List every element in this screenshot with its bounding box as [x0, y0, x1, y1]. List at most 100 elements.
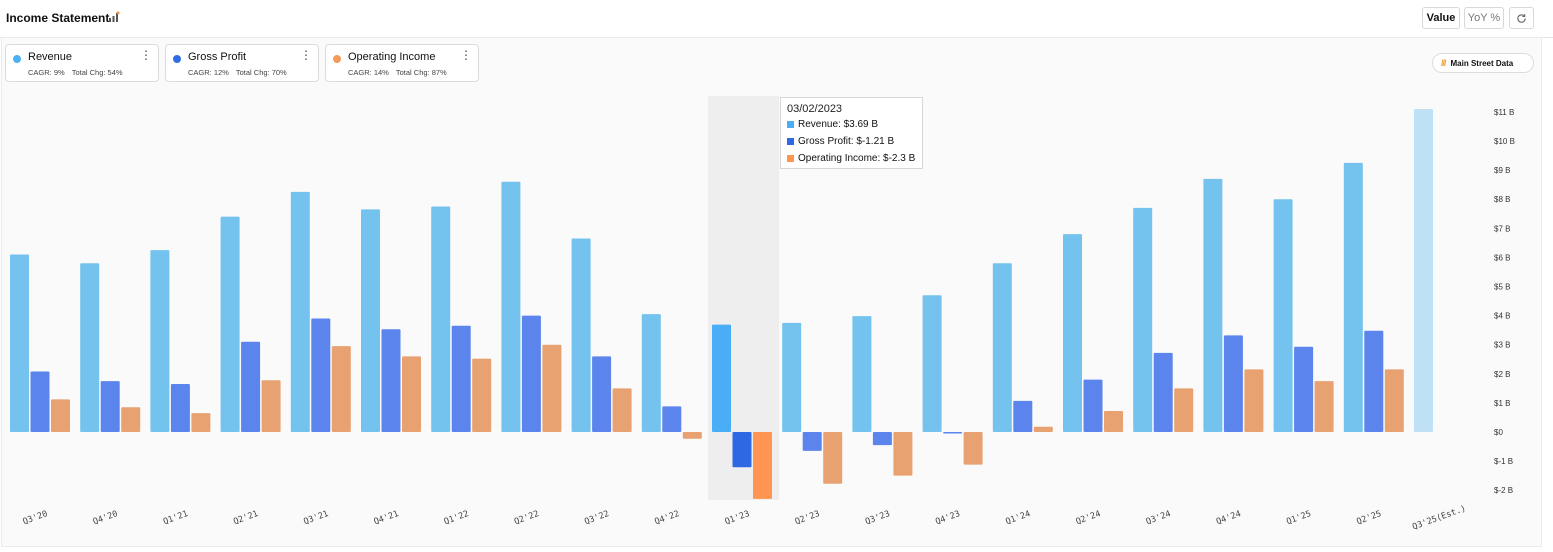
- x-tick-label: Q3'24: [1145, 509, 1172, 527]
- main-street-data-badge[interactable]: /// Main Street Data: [1432, 53, 1534, 73]
- legend-card-gross-profit[interactable]: Gross Profit CAGR: 12% Total Chg: 70% ⋮: [165, 44, 319, 82]
- bar-operating-income[interactable]: [893, 432, 913, 476]
- value-toggle-button[interactable]: Value: [1422, 7, 1460, 29]
- bar-gross-profit[interactable]: [802, 432, 822, 451]
- x-tick-label: Q1'25: [1285, 509, 1312, 527]
- y-tick-label: $1 B: [1494, 399, 1510, 408]
- bar-gross-profit[interactable]: [381, 329, 401, 432]
- chart-settings-icon[interactable]: [108, 11, 120, 23]
- bar-revenue[interactable]: [641, 314, 661, 432]
- x-tick-label: Q4'24: [1215, 509, 1242, 527]
- more-options-icon[interactable]: ⋮: [460, 48, 472, 62]
- bar-operating-income[interactable]: [1244, 369, 1264, 432]
- bar-revenue[interactable]: [782, 322, 802, 432]
- tooltip-row-revenue: Revenue: $3.69 B: [787, 119, 878, 130]
- more-options-icon[interactable]: ⋮: [300, 48, 312, 62]
- legend-card-revenue[interactable]: Revenue CAGR: 9% Total Chg: 54% ⋮: [5, 44, 159, 82]
- bar-operating-income[interactable]: [1104, 411, 1123, 432]
- bar-revenue[interactable]: [922, 295, 942, 432]
- y-tick-label: $8 B: [1494, 195, 1510, 204]
- bar-revenue[interactable]: [1273, 199, 1293, 432]
- bar-operating-income[interactable]: [331, 346, 351, 432]
- bar-operating-income[interactable]: [1384, 369, 1404, 432]
- legend-card-stats: CAGR: 9% Total Chg: 54%: [28, 68, 123, 77]
- bar-gross-profit[interactable]: [451, 325, 471, 432]
- bar-gross-profit[interactable]: [592, 356, 612, 432]
- bar-gross-profit[interactable]: [1294, 346, 1314, 432]
- legend-card-operating-income[interactable]: Operating Income CAGR: 14% Total Chg: 87%…: [325, 44, 479, 82]
- bar-revenue[interactable]: [1343, 162, 1363, 432]
- legend-card-stats: CAGR: 12% Total Chg: 70%: [188, 68, 287, 77]
- bar-revenue[interactable]: [290, 191, 310, 432]
- bar-revenue[interactable]: [10, 254, 29, 432]
- yoy-toggle-button[interactable]: YoY %: [1464, 7, 1504, 29]
- bar-operating-income[interactable]: [823, 432, 843, 484]
- x-tick-label: Q2'24: [1075, 509, 1102, 527]
- refresh-button[interactable]: [1509, 7, 1534, 29]
- bar-gross-profit[interactable]: [1153, 352, 1173, 432]
- bar-operating-income[interactable]: [612, 388, 632, 432]
- operating-income-dot-icon: [333, 55, 341, 63]
- yoy-label: YoY %: [1467, 12, 1501, 24]
- y-tick-label: $6 B: [1494, 253, 1510, 262]
- bar-revenue[interactable]: [1203, 178, 1223, 432]
- more-options-icon[interactable]: ⋮: [140, 48, 152, 62]
- bar-revenue[interactable]: [361, 209, 380, 432]
- bar-gross-profit[interactable]: [732, 432, 752, 468]
- x-tick-label: Q4'23: [934, 509, 961, 527]
- bar-gross-profit[interactable]: [241, 341, 261, 432]
- bar-gross-profit[interactable]: [872, 432, 892, 446]
- bar-revenue[interactable]: [220, 216, 240, 432]
- bar-operating-income[interactable]: [121, 407, 141, 432]
- bar-revenue[interactable]: [852, 316, 872, 432]
- bar-gross-profit[interactable]: [1223, 335, 1243, 432]
- legend-card-name: Gross Profit: [188, 51, 247, 63]
- bar-revenue[interactable]: [1063, 234, 1082, 432]
- bar-gross-profit[interactable]: [1013, 400, 1033, 432]
- bar-revenue[interactable]: [501, 181, 521, 432]
- bar-gross-profit[interactable]: [943, 432, 963, 434]
- legend-card-name: Operating Income: [348, 51, 436, 63]
- bar-revenue[interactable]: [1414, 108, 1433, 433]
- bar-gross-profit[interactable]: [311, 318, 331, 432]
- bar-gross-profit[interactable]: [521, 315, 541, 432]
- refresh-icon: [1517, 13, 1526, 23]
- bar-operating-income[interactable]: [1314, 381, 1334, 432]
- bar-gross-profit[interactable]: [100, 381, 120, 432]
- bar-gross-profit[interactable]: [1083, 379, 1103, 432]
- bar-gross-profit[interactable]: [662, 406, 682, 432]
- bar-revenue[interactable]: [431, 206, 451, 432]
- tooltip-row-gross-profit: Gross Profit: $-1.21 B: [787, 136, 894, 147]
- bar-operating-income[interactable]: [402, 356, 421, 432]
- bar-revenue[interactable]: [1133, 207, 1153, 432]
- tooltip-row-operating-income: Operating Income: $-2.3 B: [787, 153, 915, 164]
- bar-operating-income[interactable]: [682, 432, 702, 439]
- bar-operating-income[interactable]: [963, 432, 983, 465]
- x-tick-label: Q2'21: [232, 509, 259, 527]
- bar-gross-profit[interactable]: [30, 371, 50, 432]
- widget-title: Income Statement: [6, 11, 110, 25]
- x-tick-label: Q3'20: [22, 509, 49, 527]
- bar-revenue[interactable]: [571, 238, 591, 432]
- bar-revenue[interactable]: [712, 324, 731, 432]
- gross-profit-dot-icon: [173, 55, 181, 63]
- bar-revenue[interactable]: [150, 250, 170, 432]
- chart-tooltip: 03/02/2023 Revenue: $3.69 B Gross Profit…: [780, 97, 923, 169]
- bar-gross-profit[interactable]: [1364, 330, 1384, 432]
- bar-operating-income[interactable]: [753, 432, 772, 499]
- y-tick-label: $7 B: [1494, 224, 1510, 233]
- bar-operating-income[interactable]: [1033, 426, 1053, 432]
- bar-gross-profit[interactable]: [170, 383, 190, 432]
- y-tick-label: $0: [1494, 428, 1503, 437]
- y-tick-label: $9 B: [1494, 166, 1510, 175]
- bar-revenue[interactable]: [992, 263, 1012, 432]
- bar-operating-income[interactable]: [261, 380, 281, 432]
- bar-operating-income[interactable]: [1174, 388, 1194, 432]
- bar-operating-income[interactable]: [191, 413, 211, 432]
- y-tick-label: $2 B: [1494, 370, 1510, 379]
- bar-operating-income[interactable]: [542, 344, 562, 432]
- bar-operating-income[interactable]: [472, 358, 492, 432]
- bar-operating-income[interactable]: [51, 399, 70, 432]
- bar-revenue[interactable]: [80, 263, 100, 432]
